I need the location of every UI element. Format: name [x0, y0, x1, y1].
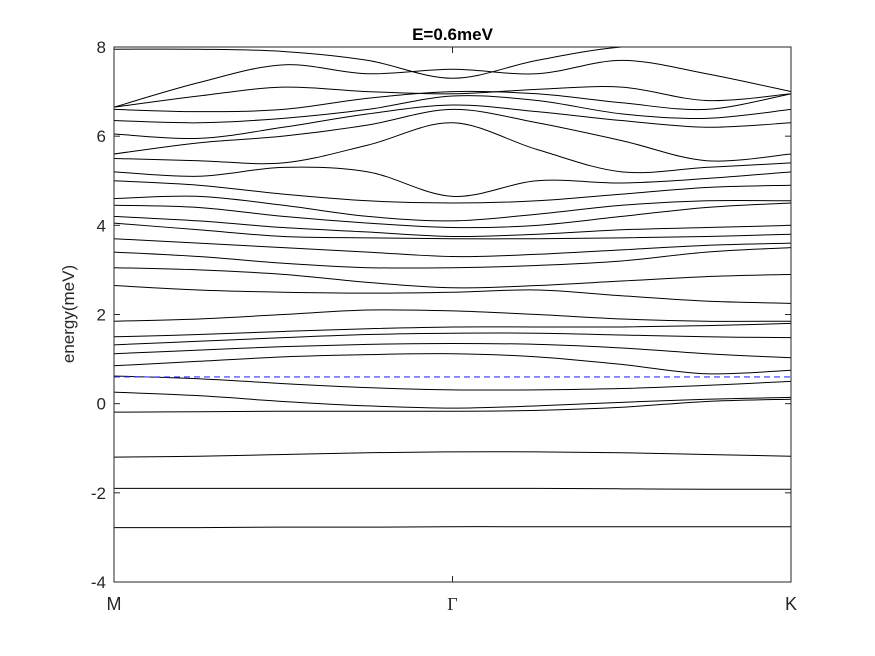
y-tick-label: 8 — [97, 38, 106, 57]
band-line-27 — [114, 86, 791, 108]
y-tick-label: -2 — [91, 484, 106, 503]
band-line-22 — [114, 122, 791, 174]
band-line-16 — [114, 222, 791, 240]
band-line-26 — [114, 90, 791, 113]
band-line-29 — [114, 47, 791, 79]
band-line-2 — [114, 487, 791, 490]
band-line-13 — [114, 267, 791, 289]
y-tick-label: -4 — [91, 573, 106, 592]
band-line-25 — [114, 95, 791, 124]
y-tick-label: 6 — [97, 127, 106, 146]
band-line-15 — [114, 238, 791, 258]
y-axis-label: energy(meV) — [59, 265, 78, 363]
band-line-18 — [114, 202, 791, 229]
x-tick-label: K — [785, 594, 797, 614]
band-line-24 — [114, 104, 791, 140]
band-line-3 — [114, 451, 791, 458]
y-tick-label: 2 — [97, 306, 106, 325]
band-line-11 — [114, 309, 791, 322]
band-line-17 — [114, 215, 791, 238]
y-tick-label: 4 — [97, 216, 106, 235]
band-line-23 — [114, 108, 791, 162]
band-line-21 — [114, 166, 791, 197]
x-tick-label: M — [107, 594, 122, 614]
band-line-20 — [114, 180, 791, 204]
band-line-28 — [114, 59, 791, 108]
band-line-8 — [114, 342, 791, 359]
y-tick-label: 0 — [97, 395, 106, 414]
band-line-14 — [114, 247, 791, 269]
y-axis-ticks: -4 -2 0 2 4 6 8 — [91, 38, 791, 592]
band-line-5 — [114, 391, 791, 409]
band-lines — [114, 47, 791, 529]
band-line-4 — [114, 398, 791, 413]
x-tick-label: Γ — [447, 594, 457, 614]
band-line-1 — [114, 526, 791, 529]
band-line-7 — [114, 353, 791, 375]
chart-title: E=0.6meV — [412, 25, 493, 44]
band-line-10 — [114, 322, 791, 338]
band-line-6 — [114, 375, 791, 391]
band-line-9 — [114, 332, 791, 346]
band-line-12 — [114, 285, 791, 304]
plot-area — [114, 47, 791, 582]
band-line-19 — [114, 195, 791, 222]
